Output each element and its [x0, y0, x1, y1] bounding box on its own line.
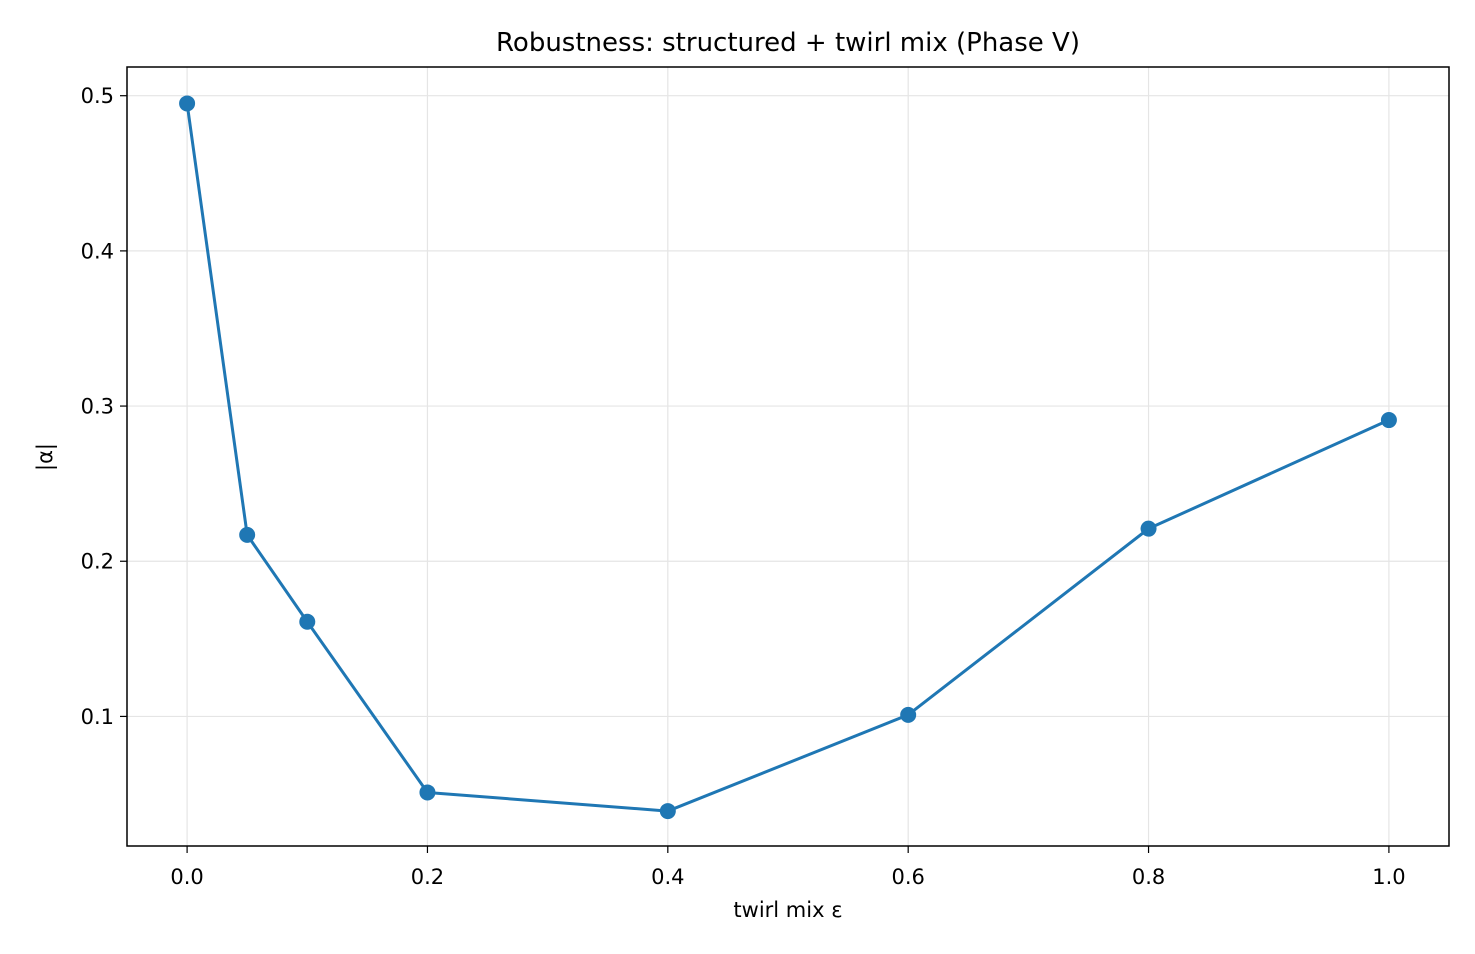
- data-point: [659, 803, 676, 820]
- series-line: [185, 101, 1391, 813]
- x-tick-label: 0.2: [411, 865, 444, 889]
- plot-frame: [126, 66, 1450, 847]
- chart-title: Robustness: structured + twirl mix (Phas…: [496, 28, 1080, 58]
- x-tick-label: 0.8: [1132, 865, 1165, 889]
- x-tick-label: 0.4: [651, 865, 684, 889]
- x-axis: 0.0 0.2 0.4 0.6 0.8 1.0: [170, 846, 1406, 889]
- plot-markers: [179, 95, 1397, 820]
- y-tick-label: 0.5: [81, 84, 114, 108]
- x-tick-label: 1.0: [1372, 865, 1405, 889]
- y-axis-label: |α|: [33, 443, 58, 471]
- data-point: [1140, 520, 1157, 537]
- x-axis-label: twirl mix ε: [733, 898, 842, 922]
- data-point: [239, 526, 256, 543]
- plot-lines: [185, 101, 1391, 813]
- y-axis: 0.1 0.2 0.3 0.4 0.5: [81, 84, 127, 729]
- data-point: [900, 706, 917, 723]
- y-tick-label: 0.1: [81, 705, 114, 729]
- y-tick-label: 0.3: [81, 395, 114, 419]
- y-tick-label: 0.4: [81, 239, 114, 263]
- data-point: [179, 95, 196, 112]
- data-point: [419, 784, 436, 801]
- grid: [127, 67, 1449, 846]
- data-point: [299, 613, 316, 630]
- x-tick-label: 0.6: [891, 865, 924, 889]
- data-point: [1380, 412, 1397, 429]
- x-tick-label: 0.0: [170, 865, 203, 889]
- y-tick-label: 0.2: [81, 550, 114, 574]
